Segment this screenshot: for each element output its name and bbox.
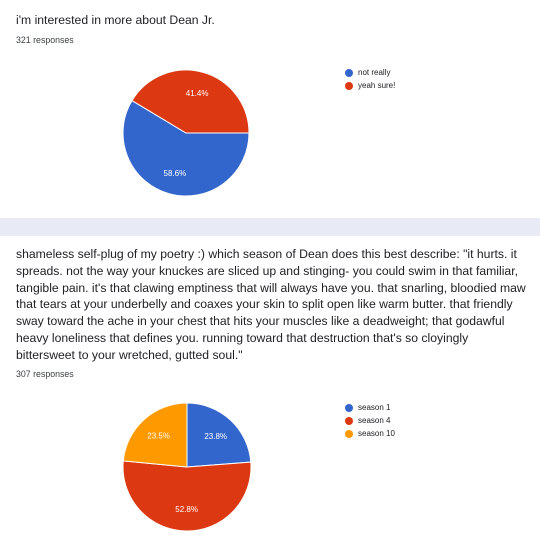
pie-slice-1 <box>122 99 250 197</box>
legend-label: yeah sure! <box>358 81 396 90</box>
pie-slice-2 <box>122 460 252 532</box>
legend-label: season 4 <box>358 416 391 425</box>
question-title-2: shameless self-plug of my poetry :) whic… <box>16 247 526 362</box>
legend-swatch <box>345 403 353 412</box>
response-count-2: 307 responses <box>16 369 74 379</box>
legend-item-3: season 10 <box>345 427 395 440</box>
pie-slice-1 <box>186 402 252 468</box>
pie-slice-label-1: 58.6% <box>164 169 187 178</box>
legend-swatch <box>345 429 353 438</box>
legend-item-1: not really <box>345 66 395 79</box>
legend-1: not really yeah sure! <box>345 66 395 92</box>
pie-slice-2 <box>131 69 250 134</box>
pie-chart-1: 58.6% 41.4% <box>122 69 250 197</box>
response-count-1: 321 responses <box>16 35 74 45</box>
pie-slice-3 <box>122 402 188 468</box>
legend-label: season 1 <box>358 403 391 412</box>
question-title-1: i'm interested in more about Dean Jr. <box>16 13 215 27</box>
legend-swatch <box>345 68 353 77</box>
pie-chart-2: 23.8% 52.8% 23.5% <box>122 402 252 532</box>
question-card-1: i'm interested in more about Dean Jr. 32… <box>0 0 540 218</box>
question-card-2: shameless self-plug of my poetry :) whic… <box>0 236 540 546</box>
pie-slice-label-2: 41.4% <box>186 89 209 98</box>
legend-swatch <box>345 416 353 425</box>
legend-2: season 1 season 4 season 10 <box>345 401 395 440</box>
legend-swatch <box>345 81 353 90</box>
legend-item-1: season 1 <box>345 401 395 414</box>
legend-item-2: season 4 <box>345 414 395 427</box>
pie-slice-label-3: 23.5% <box>147 432 170 441</box>
legend-label: not really <box>358 68 391 77</box>
pie-slice-label-2: 52.8% <box>175 505 198 514</box>
legend-label: season 10 <box>358 429 395 438</box>
legend-item-2: yeah sure! <box>345 79 395 92</box>
pie-slice-label-1: 23.8% <box>204 432 227 441</box>
